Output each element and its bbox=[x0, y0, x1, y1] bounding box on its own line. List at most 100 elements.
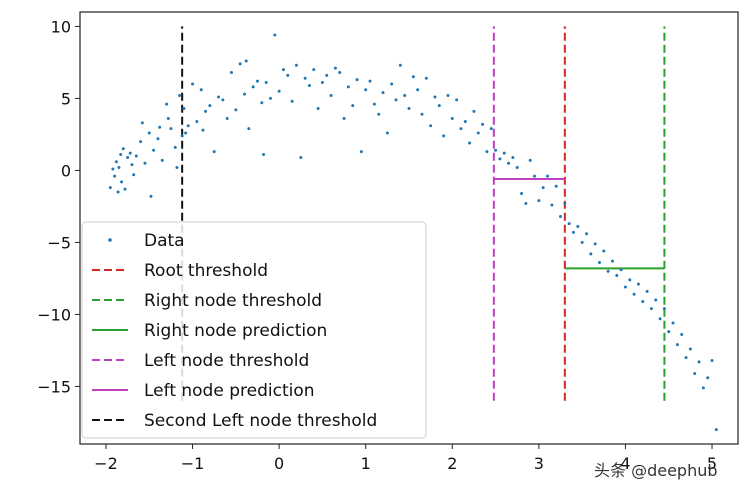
data-point bbox=[191, 82, 195, 86]
data-point bbox=[420, 112, 424, 116]
y-tick-label: 0 bbox=[61, 161, 71, 180]
data-point bbox=[299, 155, 303, 159]
data-point bbox=[385, 131, 389, 135]
data-point bbox=[459, 127, 463, 131]
data-point bbox=[290, 99, 294, 103]
data-point bbox=[680, 333, 684, 337]
data-point bbox=[175, 166, 179, 170]
data-point bbox=[576, 225, 580, 229]
data-point bbox=[230, 70, 234, 74]
data-point bbox=[123, 187, 127, 191]
data-point bbox=[710, 358, 714, 362]
watermark: 头条 @deephub bbox=[594, 461, 718, 480]
legend-label-left-node-threshold: Left node threshold bbox=[144, 351, 309, 371]
data-point bbox=[559, 214, 563, 218]
data-point bbox=[407, 106, 411, 110]
data-point bbox=[403, 94, 407, 98]
data-point bbox=[147, 131, 151, 135]
legend-box bbox=[81, 221, 427, 439]
data-point bbox=[120, 180, 124, 184]
data-point bbox=[320, 81, 324, 85]
data-point bbox=[658, 317, 662, 321]
data-point bbox=[329, 94, 333, 98]
data-point bbox=[273, 33, 277, 37]
x-tick-label: 3 bbox=[534, 454, 544, 473]
data-point bbox=[312, 68, 316, 72]
x-tick-label: −2 bbox=[94, 454, 118, 473]
data-point bbox=[645, 289, 649, 293]
data-point bbox=[217, 95, 221, 99]
data-point bbox=[476, 131, 480, 135]
data-point bbox=[636, 282, 640, 286]
data-point bbox=[184, 131, 188, 135]
data-point bbox=[113, 174, 117, 178]
data-point bbox=[580, 240, 584, 244]
data-point bbox=[537, 199, 541, 203]
data-point bbox=[316, 106, 320, 110]
data-point bbox=[260, 101, 264, 105]
data-point bbox=[199, 88, 203, 92]
data-point bbox=[524, 202, 528, 206]
data-point bbox=[117, 166, 121, 170]
y-tick-label: −15 bbox=[37, 377, 71, 396]
data-point bbox=[208, 104, 212, 108]
data-point bbox=[641, 299, 645, 303]
data-point bbox=[498, 157, 502, 161]
x-tick-label: 4 bbox=[620, 454, 630, 473]
data-point bbox=[255, 79, 259, 83]
legend-label-right-node-prediction: Right node prediction bbox=[144, 321, 327, 341]
data-point bbox=[121, 147, 125, 151]
data-point bbox=[589, 252, 593, 256]
data-point bbox=[238, 62, 242, 66]
data-point bbox=[152, 148, 156, 152]
data-point bbox=[359, 150, 363, 154]
legend-marker-data bbox=[108, 238, 112, 242]
data-point bbox=[286, 73, 290, 77]
legend-label-root-threshold: Root threshold bbox=[144, 261, 268, 281]
data-point bbox=[294, 63, 298, 67]
data-point bbox=[654, 298, 658, 302]
data-point bbox=[515, 166, 519, 170]
data-point bbox=[160, 158, 164, 162]
data-point bbox=[134, 154, 138, 158]
data-point bbox=[277, 89, 281, 93]
data-point bbox=[507, 161, 511, 165]
data-point bbox=[307, 83, 311, 87]
data-point bbox=[628, 278, 632, 282]
y-tick-label: −10 bbox=[37, 305, 71, 324]
legend-label-second-left-node-threshold: Second Left node threshold bbox=[144, 411, 377, 431]
data-point bbox=[572, 230, 575, 234]
legend-label-right-node-threshold: Right node threshold bbox=[144, 291, 322, 311]
data-point bbox=[264, 81, 268, 85]
data-point bbox=[390, 82, 394, 86]
data-point bbox=[247, 127, 251, 131]
data-point bbox=[623, 285, 627, 289]
data-point bbox=[550, 203, 554, 207]
data-point bbox=[165, 102, 169, 106]
x-tick-label: 2 bbox=[447, 454, 457, 473]
data-point bbox=[675, 343, 679, 347]
data-point bbox=[619, 268, 623, 272]
data-point bbox=[262, 153, 266, 157]
data-point bbox=[701, 386, 705, 390]
data-point bbox=[714, 428, 718, 432]
data-point bbox=[128, 151, 132, 155]
data-point bbox=[225, 117, 229, 121]
data-point bbox=[173, 145, 177, 149]
data-point bbox=[688, 347, 692, 351]
data-point bbox=[166, 117, 170, 121]
data-point bbox=[615, 274, 619, 278]
data-point bbox=[234, 108, 238, 112]
data-point bbox=[114, 160, 118, 164]
data-point bbox=[140, 121, 144, 125]
data-point bbox=[468, 141, 472, 145]
data-point bbox=[520, 191, 524, 195]
data-point bbox=[355, 78, 359, 82]
data-point bbox=[541, 186, 545, 190]
data-point bbox=[372, 102, 376, 106]
data-point bbox=[195, 119, 199, 123]
data-point bbox=[442, 134, 446, 138]
data-point bbox=[364, 88, 368, 92]
data-point bbox=[697, 360, 701, 364]
data-point bbox=[212, 150, 216, 154]
